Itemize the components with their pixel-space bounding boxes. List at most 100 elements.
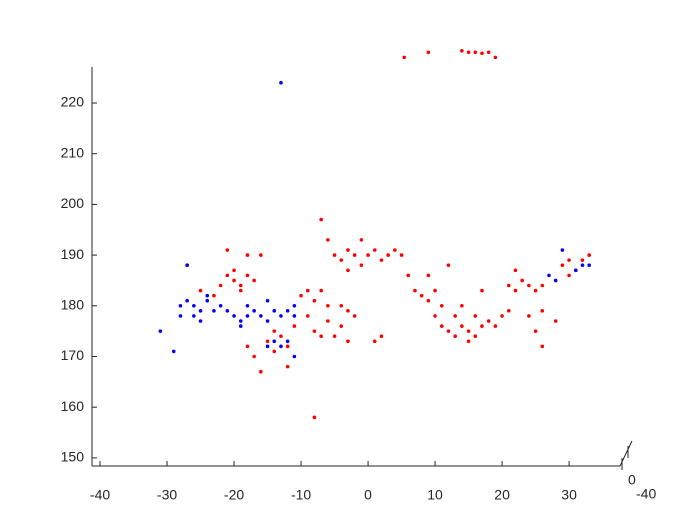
point xyxy=(480,51,484,56)
point xyxy=(480,324,484,328)
point xyxy=(158,329,163,333)
point xyxy=(426,50,431,55)
point xyxy=(285,339,290,344)
point xyxy=(453,334,457,339)
point xyxy=(402,55,407,60)
point xyxy=(218,303,223,308)
point xyxy=(245,314,250,318)
point xyxy=(500,314,504,318)
point xyxy=(580,263,585,268)
point xyxy=(480,288,484,293)
point xyxy=(238,324,243,328)
point xyxy=(285,309,290,313)
point xyxy=(205,293,210,298)
point xyxy=(285,364,290,369)
point xyxy=(533,288,538,293)
point xyxy=(352,314,357,318)
point xyxy=(212,309,216,313)
point xyxy=(245,303,250,308)
point xyxy=(265,319,270,323)
point xyxy=(326,303,330,308)
x-tick-label: 10 xyxy=(427,487,443,503)
point xyxy=(225,309,230,313)
point xyxy=(352,253,357,257)
point xyxy=(238,319,243,323)
point xyxy=(580,258,585,262)
point xyxy=(252,278,256,283)
point xyxy=(553,278,558,283)
point xyxy=(212,293,216,298)
x-tick-label: -20 xyxy=(224,487,244,503)
point xyxy=(259,369,263,374)
point xyxy=(279,334,283,339)
point xyxy=(326,319,330,323)
point xyxy=(433,288,437,293)
y-tick-label: 150 xyxy=(61,449,85,465)
point xyxy=(540,344,545,349)
point xyxy=(319,217,323,222)
point xyxy=(259,253,263,257)
point xyxy=(573,268,578,273)
point xyxy=(265,339,270,344)
point xyxy=(192,303,196,308)
point xyxy=(359,263,364,268)
point xyxy=(292,303,297,308)
point xyxy=(232,268,236,273)
point xyxy=(245,344,250,349)
point xyxy=(466,329,471,333)
point xyxy=(520,278,524,283)
point xyxy=(312,329,317,333)
point xyxy=(446,263,451,268)
point xyxy=(205,298,210,303)
z-tick-label: 0 xyxy=(628,472,636,488)
point xyxy=(372,248,377,252)
point xyxy=(185,298,189,303)
point xyxy=(439,324,444,328)
point xyxy=(225,248,230,252)
point xyxy=(379,334,384,339)
x-tick-label: -30 xyxy=(157,487,177,503)
point xyxy=(178,314,183,318)
point xyxy=(279,80,283,85)
point xyxy=(285,344,290,349)
point xyxy=(473,334,478,339)
point xyxy=(399,253,404,257)
point xyxy=(513,268,518,273)
point xyxy=(540,283,545,288)
point xyxy=(319,334,323,339)
point xyxy=(527,283,531,288)
point xyxy=(493,324,498,328)
y-tick-label: 210 xyxy=(61,144,85,160)
point xyxy=(332,334,337,339)
point xyxy=(426,298,431,303)
point xyxy=(372,339,377,344)
point xyxy=(547,273,551,278)
point xyxy=(587,253,591,257)
point xyxy=(305,288,310,293)
point xyxy=(346,248,350,252)
point xyxy=(225,273,230,278)
point xyxy=(486,319,491,323)
point xyxy=(460,324,464,328)
point xyxy=(292,324,297,328)
point xyxy=(346,309,350,313)
point xyxy=(513,288,518,293)
point xyxy=(567,258,571,262)
point xyxy=(232,314,236,318)
point xyxy=(379,258,384,262)
point xyxy=(359,238,364,242)
y-tick-label: 170 xyxy=(61,347,85,363)
y-tick-label: 160 xyxy=(61,398,85,414)
point xyxy=(446,329,451,333)
point xyxy=(460,303,464,308)
point xyxy=(171,349,176,354)
point xyxy=(198,319,203,323)
point xyxy=(279,344,283,349)
point xyxy=(319,288,323,293)
point xyxy=(426,273,431,278)
z-tick-label: -40 xyxy=(636,486,656,502)
point xyxy=(473,314,478,318)
point xyxy=(252,309,256,313)
point xyxy=(567,273,571,278)
point xyxy=(393,248,397,252)
